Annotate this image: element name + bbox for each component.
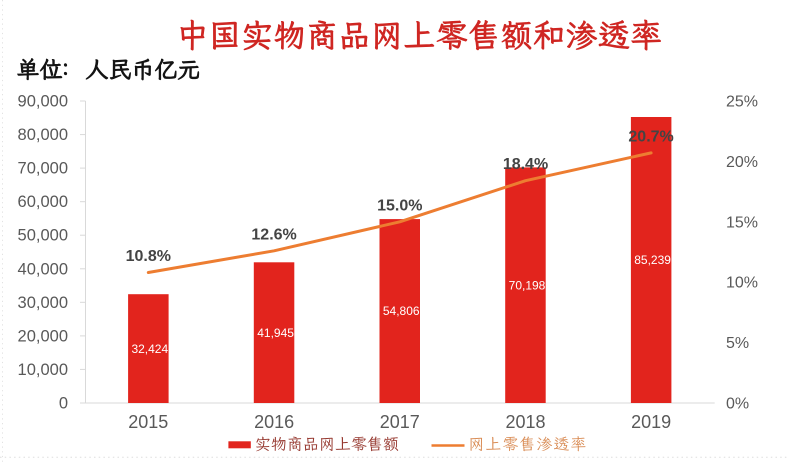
svg-text:70,198: 70,198: [509, 278, 546, 292]
svg-text:41,945: 41,945: [257, 326, 294, 340]
svg-text:90,000: 90,000: [18, 93, 68, 111]
svg-text:60,000: 60,000: [18, 193, 68, 211]
svg-text:5%: 5%: [726, 335, 749, 352]
svg-text:0: 0: [59, 395, 68, 413]
svg-text:70,000: 70,000: [18, 160, 68, 178]
svg-text:2018: 2018: [505, 412, 545, 432]
svg-text:10.8%: 10.8%: [126, 248, 171, 265]
svg-text:20.7%: 20.7%: [628, 128, 673, 145]
svg-text:30,000: 30,000: [18, 294, 68, 312]
svg-text:32,424: 32,424: [131, 342, 168, 356]
svg-text:18.4%: 18.4%: [503, 156, 548, 173]
svg-text:15.0%: 15.0%: [377, 197, 422, 214]
svg-text:12.6%: 12.6%: [251, 226, 296, 243]
svg-text:2016: 2016: [254, 412, 294, 432]
svg-text:25%: 25%: [726, 94, 758, 111]
svg-text:80,000: 80,000: [18, 126, 68, 144]
svg-text:85,239: 85,239: [634, 253, 671, 267]
svg-text:10,000: 10,000: [18, 361, 68, 379]
svg-text:2019: 2019: [631, 412, 671, 432]
svg-text:40,000: 40,000: [18, 260, 68, 278]
svg-text:2015: 2015: [128, 412, 168, 432]
svg-text:50,000: 50,000: [18, 227, 68, 245]
svg-text:0%: 0%: [726, 396, 749, 413]
svg-text:20%: 20%: [726, 154, 758, 171]
svg-text:15%: 15%: [726, 214, 758, 231]
svg-text:2017: 2017: [380, 412, 420, 432]
svg-text:54,806: 54,806: [383, 304, 420, 318]
svg-text:20,000: 20,000: [18, 327, 68, 345]
svg-text:10%: 10%: [726, 275, 758, 292]
